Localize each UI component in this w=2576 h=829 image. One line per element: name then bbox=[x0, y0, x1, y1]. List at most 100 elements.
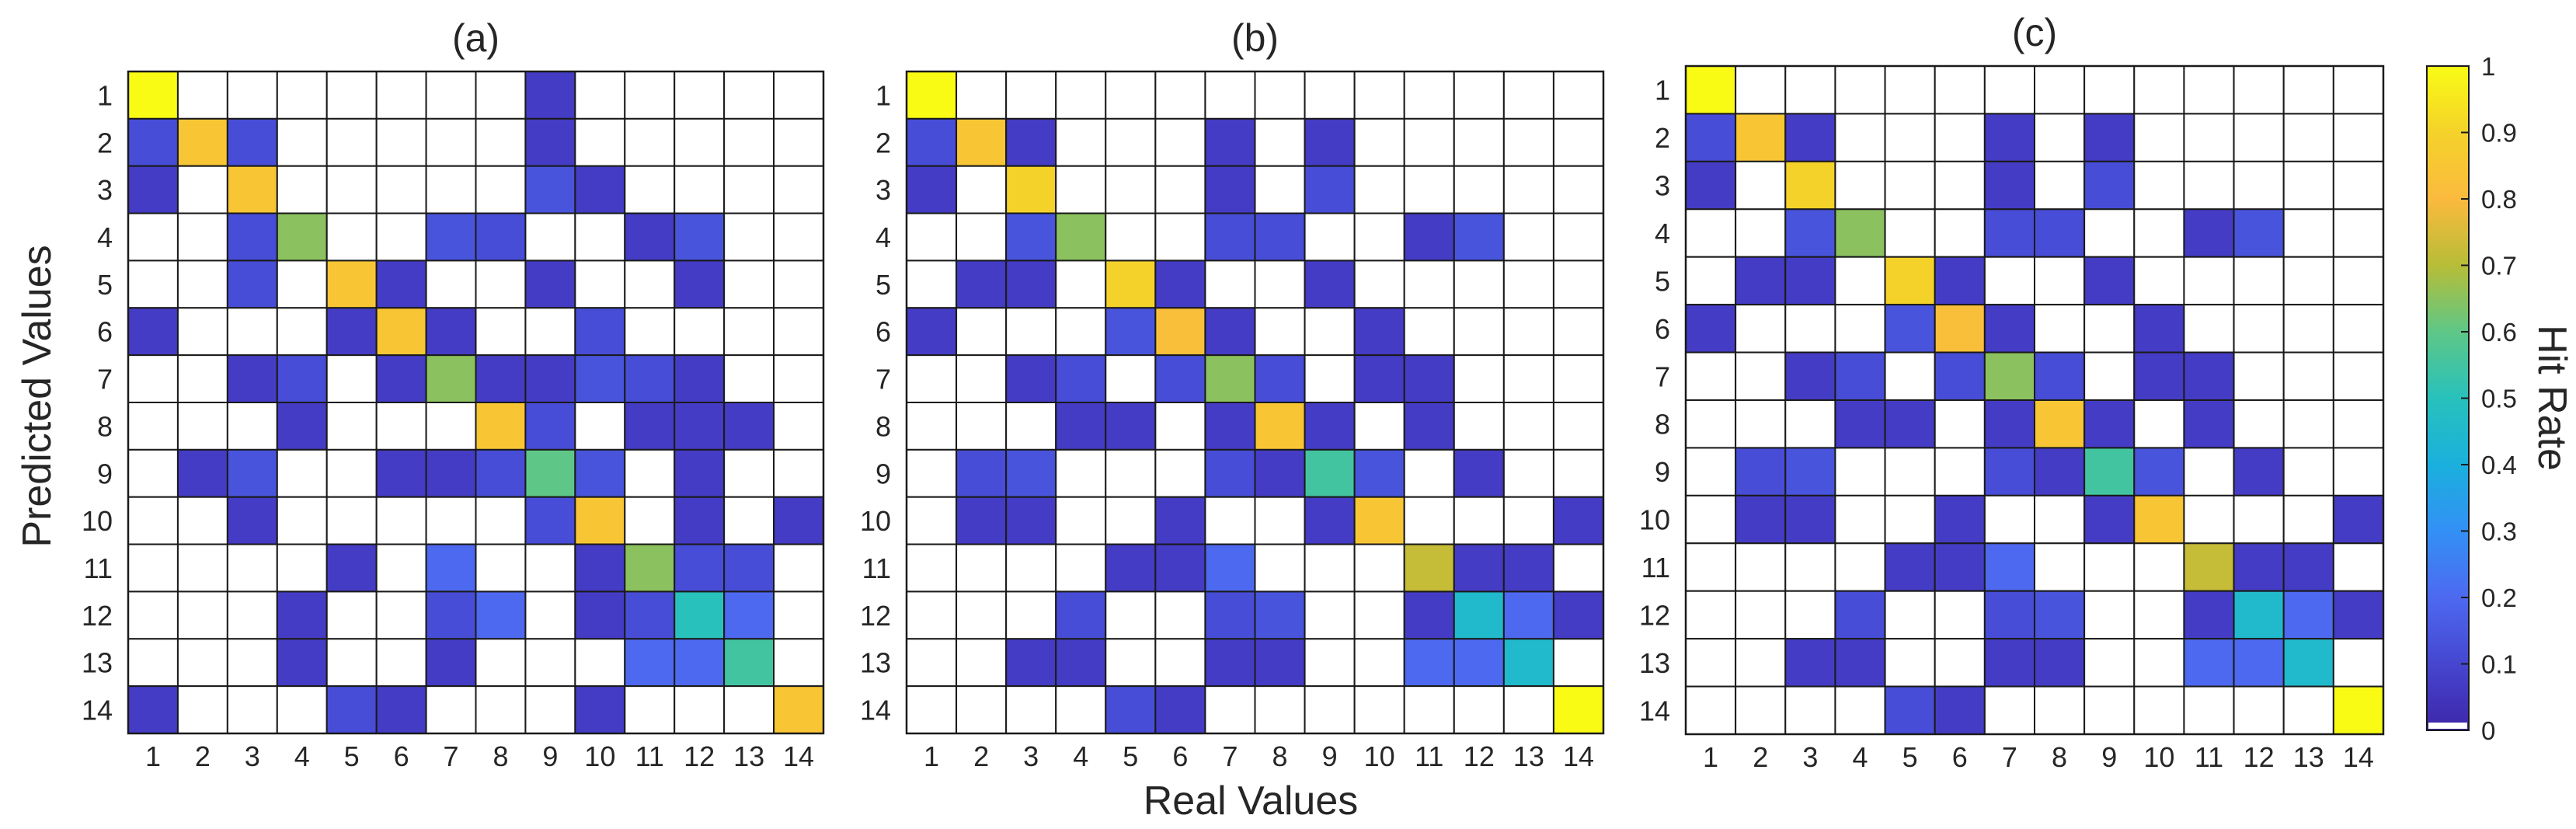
heatmap-cell bbox=[127, 496, 179, 545]
panel-frame bbox=[1684, 64, 2385, 736]
heatmap-cell bbox=[2083, 638, 2136, 688]
heatmap-cell bbox=[475, 496, 527, 545]
heatmap-cell bbox=[2332, 256, 2385, 306]
heatmap-cell bbox=[2282, 590, 2334, 640]
heatmap-cell bbox=[906, 71, 958, 120]
heatmap-cell bbox=[2332, 208, 2385, 258]
heatmap-cell bbox=[2083, 590, 2136, 640]
heatmap-cell bbox=[1685, 685, 1737, 735]
heatmap-cell bbox=[176, 259, 228, 309]
heatmap-cell bbox=[1154, 496, 1206, 545]
heatmap-cell bbox=[674, 71, 726, 120]
heatmap-cell bbox=[1204, 307, 1256, 357]
heatmap-cell bbox=[127, 307, 179, 357]
heatmap-cell bbox=[1685, 256, 1737, 306]
heatmap-cell bbox=[956, 496, 1008, 545]
heatmap-cell bbox=[1884, 399, 1936, 449]
heatmap-cell bbox=[524, 212, 576, 262]
heatmap-cell bbox=[574, 165, 626, 214]
heatmap-cell bbox=[1552, 117, 1605, 167]
heatmap-cell bbox=[325, 117, 378, 167]
heatmap-cell bbox=[2183, 208, 2235, 258]
heatmap-cell bbox=[1884, 351, 1936, 402]
heatmap-cell bbox=[325, 448, 378, 498]
heatmap-cell bbox=[723, 259, 775, 309]
heatmap-cell bbox=[1934, 494, 1986, 545]
heatmap-cell bbox=[906, 117, 958, 167]
heatmap-cell bbox=[1934, 590, 1986, 640]
heatmap-cell bbox=[1154, 71, 1206, 120]
heatmap-cell bbox=[906, 685, 958, 735]
heatmap-cell bbox=[425, 685, 477, 735]
heatmap-cell bbox=[2233, 160, 2285, 211]
heatmap-cell bbox=[574, 590, 626, 640]
heatmap-cell bbox=[956, 71, 1008, 120]
heatmap-cell bbox=[1453, 307, 1505, 357]
heatmap-cell bbox=[375, 259, 427, 309]
y-tick-label: 12 bbox=[1639, 599, 1670, 631]
heatmap-cell bbox=[2233, 542, 2285, 592]
heatmap-cell bbox=[1154, 307, 1206, 357]
heatmap-cell bbox=[1784, 685, 1836, 735]
heatmap-cell bbox=[1154, 402, 1206, 451]
x-tick-label: 13 bbox=[2293, 741, 2324, 773]
heatmap-cell bbox=[906, 543, 958, 593]
heatmap-cell bbox=[1735, 542, 1787, 592]
heatmap-cell bbox=[1403, 354, 1455, 403]
heatmap-cell bbox=[375, 685, 427, 735]
heatmap-cell bbox=[1983, 208, 2036, 258]
heatmap-panels: (a)1122334455667788991010111112121313141… bbox=[82, 11, 2385, 773]
heatmap-cell bbox=[1834, 256, 1886, 306]
heatmap-cell bbox=[2282, 685, 2334, 735]
heatmap-cell bbox=[276, 71, 328, 120]
heatmap-cell bbox=[2233, 590, 2285, 640]
y-tick-label: 3 bbox=[97, 174, 113, 206]
heatmap-cell bbox=[1502, 543, 1554, 593]
colorbar-tick-label: 0.9 bbox=[2481, 119, 2517, 148]
heatmap-cell bbox=[1154, 543, 1206, 593]
heatmap-cell bbox=[1834, 399, 1886, 449]
heatmap-cell bbox=[1353, 685, 1405, 735]
heatmap-cell bbox=[723, 307, 775, 357]
heatmap-cell bbox=[1735, 256, 1787, 306]
heatmap-cell bbox=[176, 307, 228, 357]
heatmap-cell bbox=[1685, 399, 1737, 449]
heatmap-cell bbox=[1204, 354, 1256, 403]
heatmap-cell bbox=[674, 496, 726, 545]
heatmap-cell bbox=[2233, 113, 2285, 162]
heatmap-cell bbox=[956, 543, 1008, 593]
heatmap-cell bbox=[2282, 542, 2334, 592]
heatmap-cell bbox=[624, 259, 676, 309]
heatmap-cell bbox=[1204, 71, 1256, 120]
heatmap-cell bbox=[1254, 71, 1306, 120]
heatmap-cell bbox=[475, 259, 527, 309]
heatmap-cell bbox=[956, 590, 1008, 640]
heatmap-cell bbox=[2183, 590, 2235, 640]
heatmap-cell bbox=[1105, 590, 1157, 640]
heatmap-cell bbox=[524, 638, 576, 688]
heatmap-cell bbox=[2233, 351, 2285, 402]
heatmap-cell bbox=[276, 590, 328, 640]
heatmap-cell bbox=[524, 117, 576, 167]
heatmap-cell bbox=[1055, 448, 1107, 498]
heatmap-cell bbox=[1502, 354, 1554, 403]
heatmap-cell bbox=[2282, 351, 2334, 402]
heatmap-cell bbox=[1502, 117, 1554, 167]
heatmap-cell bbox=[773, 117, 824, 167]
heatmap-cell bbox=[325, 685, 378, 735]
x-axis-label: Real Values bbox=[1144, 778, 1359, 824]
heatmap-cell bbox=[2233, 494, 2285, 545]
heatmap-cell bbox=[375, 402, 427, 451]
heatmap-cell bbox=[773, 590, 824, 640]
heatmap-cell bbox=[2083, 256, 2136, 306]
heatmap-cell bbox=[475, 685, 527, 735]
heatmap-cell bbox=[1884, 685, 1936, 735]
heatmap-cell bbox=[773, 71, 824, 120]
heatmap-cell bbox=[475, 71, 527, 120]
heatmap-cell bbox=[176, 685, 228, 735]
heatmap-cell bbox=[2034, 256, 2086, 306]
heatmap-cell bbox=[276, 212, 328, 262]
heatmap-cell bbox=[574, 354, 626, 403]
heatmap-cell bbox=[1884, 494, 1936, 545]
colorbar-tick-label: 0.6 bbox=[2481, 318, 2517, 347]
